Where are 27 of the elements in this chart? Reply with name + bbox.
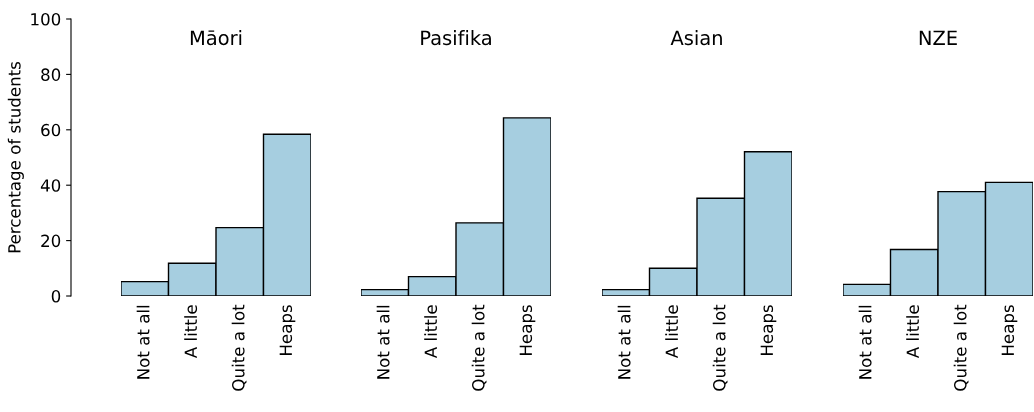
y-tick-label: 80 (41, 68, 61, 81)
x-tick-label: Not at all (376, 305, 390, 379)
x-tick-label: Not at all (617, 305, 631, 379)
chart-title: Asian (670, 30, 722, 46)
x-tick-label: Not at all (136, 305, 150, 379)
x-tick-label: Quite a lot (471, 304, 487, 391)
chart-title: Māori (190, 30, 242, 46)
x-tick-label: A little (184, 305, 198, 359)
y-tick-label: 40 (40, 179, 61, 192)
x-tick-label: Heaps (279, 305, 296, 355)
x-tick-label: Quite a lot (953, 304, 969, 391)
y-tick-label: 20 (41, 234, 61, 248)
x-tick-label: Quite a lot (712, 304, 728, 391)
y-tick-label: 0 (51, 289, 61, 303)
x-tick-label: A little (906, 305, 920, 359)
y-tick-label: 100 (31, 12, 61, 26)
y-tick-label: 60 (41, 123, 61, 137)
x-tick-label: Heaps (1001, 305, 1018, 355)
chart-title: NZE (919, 30, 957, 45)
x-tick-label: Heaps (519, 305, 536, 355)
y-axis-title: Percentage of students (7, 61, 24, 253)
x-tick-label: Not at all (858, 305, 872, 379)
x-tick-label: A little (424, 305, 438, 359)
x-tick-label: Heaps (760, 305, 777, 355)
chart-title: Pasifika (421, 30, 491, 46)
x-tick-label: A little (665, 305, 679, 359)
x-tick-label: Quite a lot (231, 304, 247, 391)
